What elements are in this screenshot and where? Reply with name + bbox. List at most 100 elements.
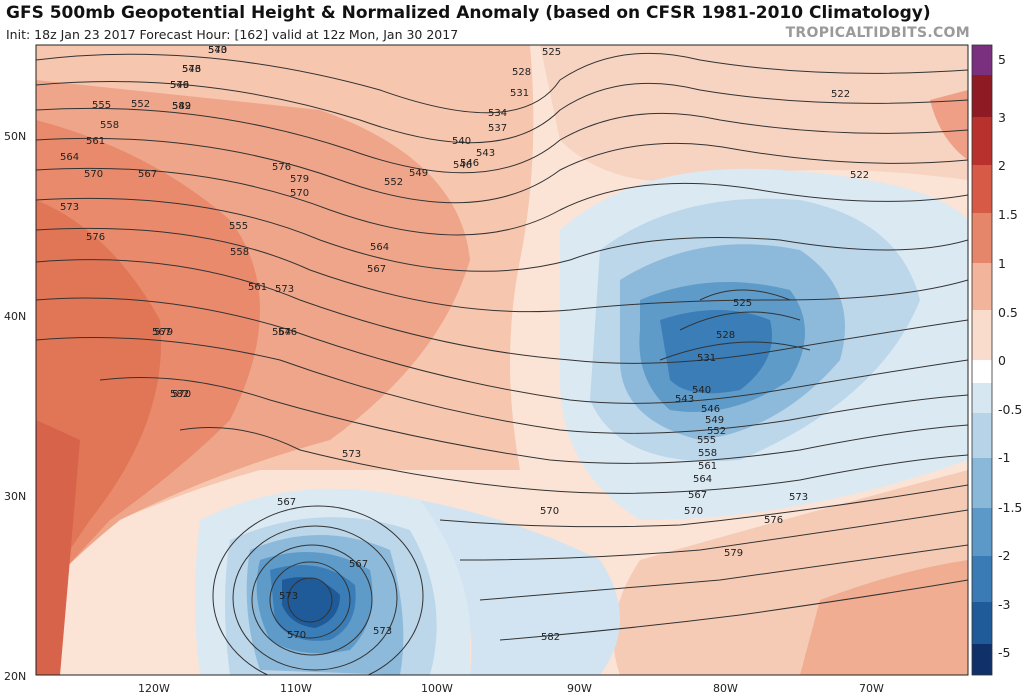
lat-labels: 50N 40N 30N 20N <box>4 130 26 683</box>
cb-seg-neg-5 <box>972 644 992 675</box>
contour-label: 546 <box>453 160 472 171</box>
contour-label: 564 <box>370 242 389 253</box>
cb-label-0-5: 0.5 <box>998 305 1018 320</box>
cb-seg-neg-2 <box>972 556 992 602</box>
lat-label-40n: 40N <box>4 310 26 323</box>
contour-label: 567 <box>349 559 368 570</box>
lon-label-80w: 80W <box>713 682 738 695</box>
contour-label: 573 <box>789 492 808 503</box>
contour-label: 537 <box>488 123 507 134</box>
cb-seg-pos-5 <box>972 45 992 75</box>
cb-label-3: 3 <box>998 110 1006 125</box>
contour-label: 579 <box>170 80 189 91</box>
contour-label: 582 <box>541 632 560 643</box>
contour-label: 567 <box>138 169 157 180</box>
lon-label-70w: 70W <box>859 682 884 695</box>
contour-label: 555 <box>229 221 248 232</box>
cb-seg-pos-0 <box>972 310 992 360</box>
contour-label: 576 <box>86 232 105 243</box>
contour-label: 573 <box>279 591 298 602</box>
contour-label: 525 <box>733 298 752 309</box>
contour-label: 522 <box>850 170 869 181</box>
contour-labels: 5405435465495525555585615645675705735765… <box>60 45 869 643</box>
contour-label: 564 <box>60 152 79 163</box>
cb-label-neg-1: -1 <box>998 450 1010 465</box>
cb-label-neg-1-5: -1.5 <box>998 500 1022 515</box>
lon-label-110w: 110W <box>280 682 312 695</box>
contour-label: 570 <box>84 169 103 180</box>
lat-label-20n: 20N <box>4 670 26 683</box>
cb-label-neg-5: -5 <box>998 645 1010 660</box>
cb-seg-neg-0 <box>972 383 992 413</box>
contour-label: 567 <box>688 490 707 501</box>
contour-label: 543 <box>182 64 201 75</box>
map-title: GFS 500mb Geopotential Height & Normaliz… <box>6 3 931 23</box>
contour-label: 573 <box>342 449 361 460</box>
cb-seg-pos-1-5 <box>972 165 992 213</box>
contour-label: 567 <box>152 327 171 338</box>
contour-label: 543 <box>675 394 694 405</box>
contour-label: 561 <box>698 461 717 472</box>
cb-label-neg-3: -3 <box>998 597 1010 612</box>
brand-watermark: TROPICALTIDBITS.COM <box>785 25 970 41</box>
contour-label: 531 <box>697 353 716 364</box>
contour-label: 573 <box>373 626 392 637</box>
cb-seg-neg-1-5 <box>972 508 992 556</box>
contour-label: 576 <box>272 162 291 173</box>
cb-label-5: 5 <box>998 52 1006 67</box>
cb-label-2: 2 <box>998 158 1006 173</box>
contour-label: 576 <box>182 64 201 75</box>
contour-label: 546 <box>701 404 720 415</box>
map-frame <box>35 44 969 676</box>
contour-label: 564 <box>272 327 291 338</box>
contour-label: 558 <box>100 120 119 131</box>
contour-label: 561 <box>248 282 267 293</box>
contour-label: 570 <box>684 506 703 517</box>
contour-label: 531 <box>510 88 529 99</box>
contour-label: 546 <box>460 158 479 169</box>
contour-label: 555 <box>92 100 111 111</box>
lon-label-90w: 90W <box>567 682 592 695</box>
contour-label: 579 <box>724 548 743 559</box>
contour-label: 558 <box>230 247 249 258</box>
contour-label: 579 <box>154 327 173 338</box>
cb-seg-pos-3 <box>972 75 992 117</box>
cb-seg-pos-1 <box>972 213 992 263</box>
contour-label: 552 <box>707 426 726 437</box>
contour-label: 525 <box>542 47 561 58</box>
contour-label: 558 <box>698 448 717 459</box>
contour-label: 561 <box>86 136 105 147</box>
lon-label-120w: 120W <box>138 682 170 695</box>
contour-label: 567 <box>367 264 386 275</box>
contour-label: 522 <box>831 89 850 100</box>
anomaly-shading <box>36 45 968 675</box>
contour-label: 570 <box>172 389 191 400</box>
cb-label-0: 0 <box>998 353 1006 368</box>
contour-label: 567 <box>277 497 296 508</box>
cb-seg-neg-0-5 <box>972 413 992 458</box>
contour-label: 546 <box>170 80 189 91</box>
contour-label: 540 <box>452 136 471 147</box>
cb-label-neg-0-5: -0.5 <box>998 402 1022 417</box>
contour-label: 582 <box>172 101 191 112</box>
contour-label: 579 <box>290 174 309 185</box>
contour-label: 549 <box>705 415 724 426</box>
contour-label: 540 <box>208 45 227 56</box>
contour-label: 528 <box>512 67 531 78</box>
cb-seg-pos-0-5 <box>972 263 992 310</box>
colorbar: 5 3 2 1.5 1 0.5 0 -0.5 -1 -1.5 -2 -3 -5 <box>971 44 1022 676</box>
contour-label: 549 <box>172 101 191 112</box>
contour-label: 555 <box>697 435 716 446</box>
lat-label-30n: 30N <box>4 490 26 503</box>
cb-label-1-5: 1.5 <box>998 207 1018 222</box>
contour-label: 582 <box>170 389 189 400</box>
map-subtitle: Init: 18z Jan 23 2017 Forecast Hour: [16… <box>6 27 459 42</box>
contour-label: 549 <box>409 168 428 179</box>
cb-seg-neg-3 <box>972 602 992 644</box>
cb-seg-zero <box>972 360 992 383</box>
lon-labels: 120W 110W 100W 90W 80W 70W <box>138 682 884 695</box>
contour-label: 570 <box>540 506 559 517</box>
contour-label: 573 <box>60 202 79 213</box>
contour-label: 552 <box>131 99 150 110</box>
